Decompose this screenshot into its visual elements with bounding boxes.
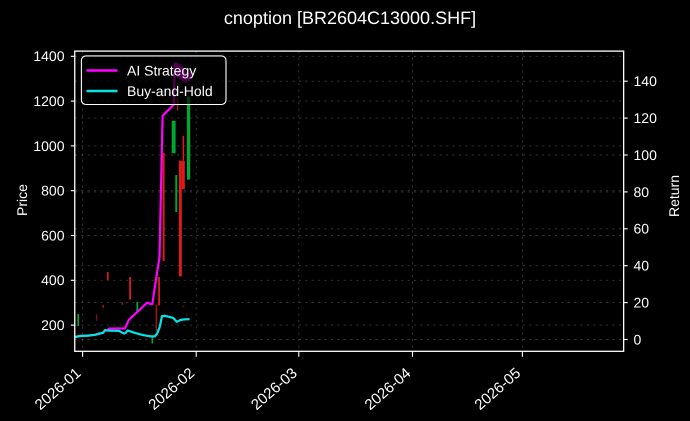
svg-text:AI Strategy: AI Strategy — [127, 63, 196, 79]
svg-text:40: 40 — [634, 258, 650, 274]
svg-text:20: 20 — [634, 295, 650, 311]
svg-text:Price: Price — [14, 184, 30, 216]
svg-text:Return: Return — [666, 175, 682, 217]
svg-text:1200: 1200 — [33, 93, 64, 109]
svg-text:1400: 1400 — [33, 48, 64, 64]
svg-text:600: 600 — [41, 227, 65, 243]
svg-text:0: 0 — [634, 331, 642, 347]
svg-text:120: 120 — [634, 110, 658, 126]
svg-text:800: 800 — [41, 183, 65, 199]
svg-text:80: 80 — [634, 184, 650, 200]
svg-text:1000: 1000 — [33, 138, 64, 154]
svg-text:cnoption [BR2604C13000.SHF]: cnoption [BR2604C13000.SHF] — [224, 8, 476, 28]
svg-text:200: 200 — [41, 317, 65, 333]
svg-text:100: 100 — [634, 147, 658, 163]
svg-text:400: 400 — [41, 272, 65, 288]
svg-text:60: 60 — [634, 221, 650, 237]
svg-text:Buy-and-Hold: Buy-and-Hold — [127, 83, 213, 99]
svg-text:140: 140 — [634, 73, 658, 89]
